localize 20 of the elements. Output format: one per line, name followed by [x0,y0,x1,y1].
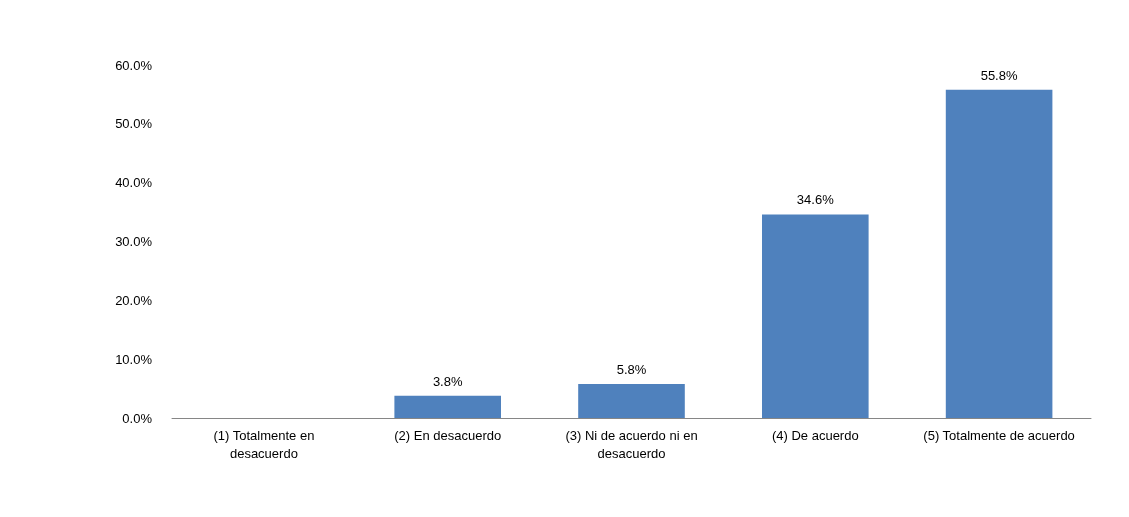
x-tick-label: (2) En desacuerdo [394,427,502,443]
y-tick-label: 40.0% [115,175,153,191]
bar [762,214,869,418]
x-tick-label: (5) Totalmente de acuerdo [923,427,1075,443]
y-tick-label: 20.0% [115,292,153,308]
data-label: 5.8% [616,361,647,377]
data-label: 3.8% [432,373,463,389]
bar [945,89,1053,418]
data-label: 55.8% [980,67,1018,83]
y-tick-label: 0.0% [122,410,153,426]
x-tick-label: (4) De acuerdo [771,427,859,443]
data-label: 34.6% [796,192,835,208]
bar [578,383,685,418]
x-tick-label: (3) Ni de acuerdo ni en desacuerdo [565,427,698,461]
x-tick-label: (1) Totalmente en desacuerdo [213,427,315,461]
y-tick-label: 50.0% [115,116,153,132]
y-tick-label: 30.0% [115,234,153,249]
y-tick-label: 60.0% [115,57,153,73]
y-tick-label: 10.0% [115,351,153,367]
bar [394,395,501,418]
